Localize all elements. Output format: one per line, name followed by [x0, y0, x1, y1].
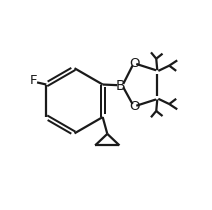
Text: O: O [129, 100, 139, 113]
Text: O: O [129, 57, 139, 70]
Text: B: B [116, 79, 125, 93]
Text: F: F [29, 74, 37, 87]
